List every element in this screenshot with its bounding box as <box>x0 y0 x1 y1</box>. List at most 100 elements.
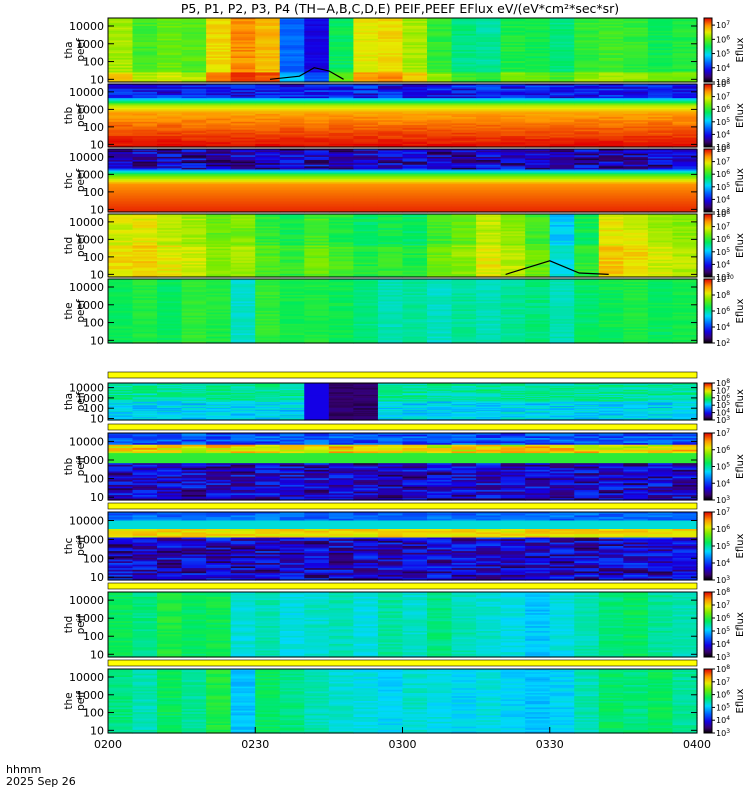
spectrogram-cell <box>500 207 526 210</box>
spectrogram-cell <box>598 166 624 169</box>
spectrogram-cell <box>206 239 232 242</box>
spectrogram-cell <box>451 109 477 112</box>
spectrogram-cell <box>402 226 428 229</box>
colorbar-segment <box>704 76 712 79</box>
spectrogram-cell <box>206 101 232 104</box>
spectrogram-cell <box>402 328 428 331</box>
spectrogram-cell <box>304 293 330 296</box>
spectrogram-cell <box>427 301 453 304</box>
spectrogram-cell <box>672 188 698 191</box>
spectrogram-cell <box>377 197 404 200</box>
spectrogram-cell <box>132 124 158 128</box>
spectrogram-cell <box>500 236 526 239</box>
spectrogram-cell <box>402 221 428 225</box>
spectrogram-cell <box>574 32 600 35</box>
spectrogram-cell <box>157 189 183 193</box>
spectrogram-cell <box>206 307 232 310</box>
spectrogram-cell <box>451 182 477 185</box>
spectrogram-cell <box>279 250 305 253</box>
spectrogram-cell <box>304 295 330 298</box>
spectrogram-cell <box>304 312 330 315</box>
spectrogram-cell <box>328 339 355 342</box>
spectrogram-cell <box>230 84 256 87</box>
spectrogram-cell <box>353 156 379 160</box>
spectrogram-cell <box>132 178 158 182</box>
spectrogram-cell <box>500 131 526 134</box>
spectrogram-cell <box>157 207 183 210</box>
spectrogram-cell <box>304 330 330 333</box>
spectrogram-cell <box>279 298 305 301</box>
spectrogram-cell <box>353 77 379 80</box>
spectrogram-cell <box>181 240 207 243</box>
spectrogram-cell <box>157 291 183 294</box>
spectrogram-cell <box>230 323 256 326</box>
spectrogram-cell <box>623 143 649 147</box>
spectrogram-cell <box>623 256 649 259</box>
spectrogram-cell <box>647 200 674 204</box>
spectrogram-cell <box>255 129 281 132</box>
spectrogram-cell <box>574 113 600 117</box>
spectrogram-cell <box>672 164 698 167</box>
spectrogram-cell <box>623 107 649 110</box>
panel-label-product: peef <box>75 234 87 258</box>
spectrogram-cell <box>598 265 624 269</box>
spectrogram-cell <box>623 272 649 275</box>
spectrogram-cell <box>157 102 183 106</box>
spectrogram-cell <box>230 123 256 126</box>
spectrogram-cell <box>108 236 134 239</box>
spectrogram-cell <box>525 106 551 109</box>
spectrogram-cell <box>230 262 256 265</box>
spectrogram-cell <box>451 50 477 53</box>
spectrogram-cell <box>427 207 453 210</box>
spectrogram-cell <box>377 272 404 275</box>
spectrogram-cell <box>304 35 330 38</box>
spectrogram-cell <box>451 309 477 312</box>
spectrogram-cell <box>549 202 575 205</box>
spectrogram-cell <box>181 207 207 210</box>
spectrogram-cell <box>500 296 526 299</box>
spectrogram-cell <box>598 117 624 120</box>
spectrogram-cell <box>647 250 674 253</box>
spectrogram-cell <box>279 84 305 87</box>
spectrogram-cell <box>132 197 158 200</box>
spectrogram-cell <box>500 183 526 186</box>
spectrogram-cell <box>476 287 502 290</box>
spectrogram-cell <box>402 134 428 137</box>
colorbar-segment <box>704 205 712 208</box>
spectrogram-cell <box>181 236 207 239</box>
spectrogram-cell <box>377 110 404 113</box>
spectrogram-cell <box>132 312 158 315</box>
spectrogram-cell <box>574 259 600 262</box>
spectrogram-cell <box>181 87 207 90</box>
spectrogram-cell <box>328 259 355 262</box>
spectrogram-cell <box>574 261 600 264</box>
colorbar-tick-label: 108 <box>716 144 730 154</box>
spectrogram-cell <box>574 172 600 175</box>
colorbar-segment <box>704 122 712 125</box>
spectrogram-cell <box>304 269 330 272</box>
spectrogram-cell <box>230 295 256 298</box>
spectrogram-cell <box>353 87 379 90</box>
spectrogram-cell <box>377 53 404 56</box>
spectrogram-cell <box>647 178 674 182</box>
spectrogram-cell <box>427 175 453 178</box>
spectrogram-cell <box>279 29 305 32</box>
spectrogram-cell <box>157 128 183 131</box>
spectrogram-cell <box>427 112 453 115</box>
spectrogram-cell <box>623 183 649 186</box>
spectrogram-cell <box>549 35 575 38</box>
spectrogram-cell <box>328 163 355 166</box>
spectrogram-cell <box>255 197 281 200</box>
spectrogram-cell <box>353 279 379 282</box>
spectrogram-cell <box>402 62 428 65</box>
spectrogram-cell <box>377 236 404 239</box>
spectrogram-cell <box>598 90 624 93</box>
spectrogram-cell <box>574 327 600 330</box>
spectrogram-cell <box>328 29 355 32</box>
spectrogram-cell <box>132 258 158 261</box>
spectrogram-cell <box>598 185 624 188</box>
spectrogram-cell <box>451 259 477 262</box>
spectrogram-cell <box>402 107 428 110</box>
spectrogram-cell <box>230 228 256 231</box>
spectrogram-cell <box>157 333 183 336</box>
